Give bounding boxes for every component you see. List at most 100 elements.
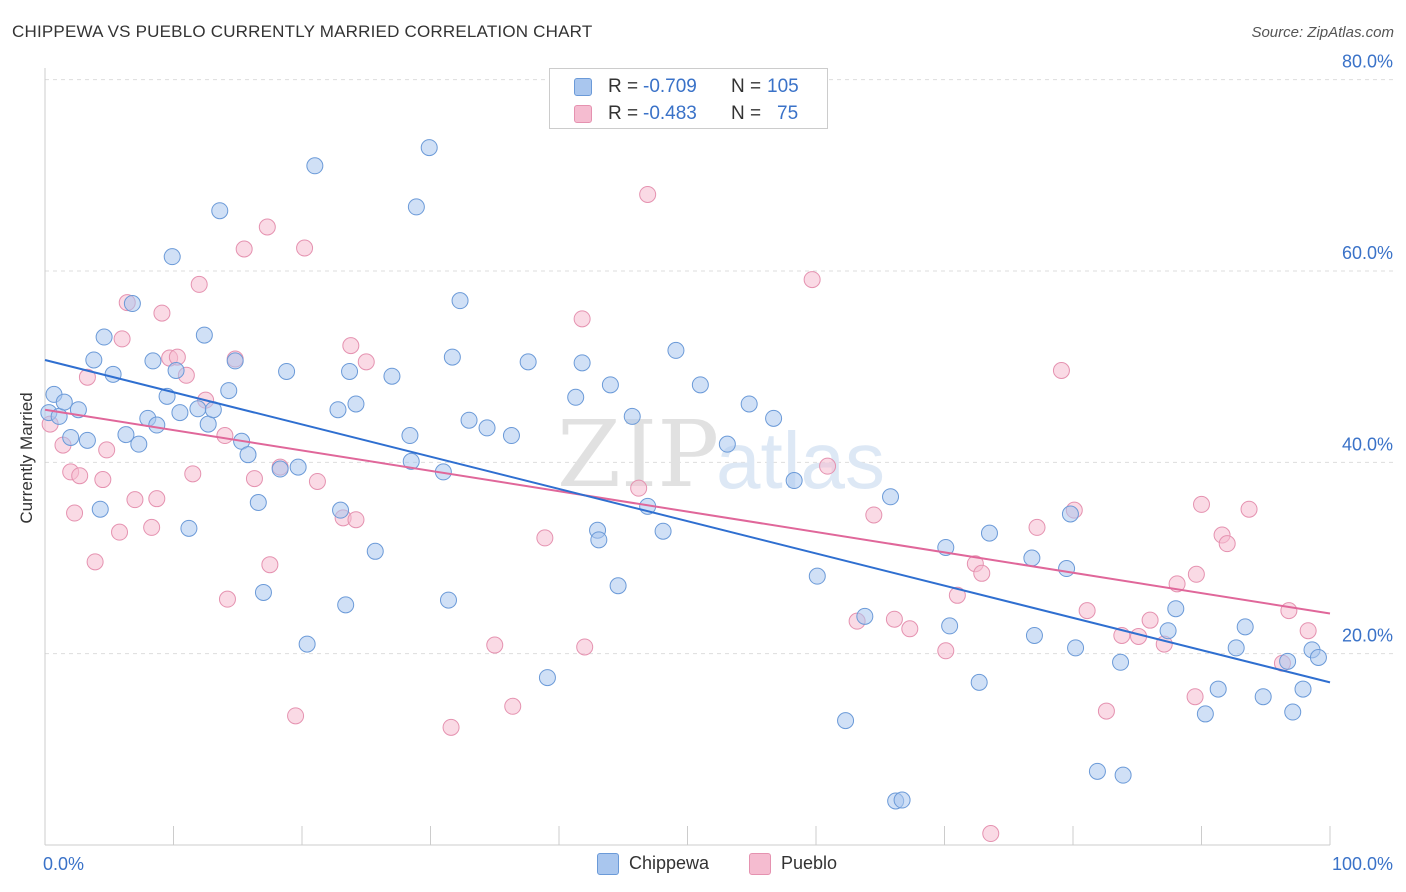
x-tick-label: 100.0% (1332, 854, 1393, 874)
y-tick-label: 20.0% (1342, 626, 1393, 646)
pueblo-point (66, 504, 84, 522)
chippewa-point (1159, 622, 1177, 640)
chippewa-point (609, 577, 627, 595)
pueblo-point (357, 353, 375, 371)
pueblo-point (347, 511, 365, 529)
chippewa-point (573, 354, 591, 372)
pueblo-point (1186, 688, 1204, 706)
legend-box: R = -0.709 N = 105 R = -0.483 N = 75 (549, 68, 828, 129)
bottom-legend-swatch-pueblo (749, 853, 771, 875)
pueblo-point (486, 636, 504, 654)
pueblo-point (71, 467, 89, 485)
chippewa-point (123, 295, 141, 313)
chippewa-point (271, 460, 289, 478)
chippewa-point (654, 522, 672, 540)
chippewa-point (289, 458, 307, 476)
pueblo-point (937, 642, 955, 660)
legend-n-value: 75 (777, 103, 799, 124)
legend-swatch-pueblo (574, 105, 592, 123)
chippewa-point (211, 202, 229, 220)
pueblo-point (1097, 702, 1115, 720)
chippewa-point (1114, 766, 1132, 784)
pueblo-point (287, 707, 305, 725)
chippewa-point (1227, 639, 1245, 657)
chippewa-point (1196, 705, 1214, 723)
pueblo-point (245, 470, 263, 488)
chippewa-point (163, 248, 181, 266)
chart-source: Source: ZipAtlas.com (1251, 24, 1394, 41)
chippewa-point (329, 401, 347, 419)
chippewa-point (623, 407, 641, 425)
chippewa-point (451, 292, 469, 310)
bottom-legend-label-chippewa: Chippewa (629, 853, 710, 873)
chippewa-point (502, 427, 520, 445)
pueblo-point (1028, 518, 1046, 536)
legend-n-value: 105 (767, 76, 799, 97)
chippewa-point (1112, 653, 1130, 671)
chippewa-point (117, 426, 135, 444)
pueblo-point (442, 718, 460, 736)
chippewa-point (970, 673, 988, 691)
chippewa-point (180, 519, 198, 537)
chippewa-point (1209, 680, 1227, 698)
chippewa-point (1058, 560, 1076, 578)
chippewa-point (667, 341, 685, 359)
pueblo-trend-line (44, 408, 1331, 615)
chippewa-point (85, 351, 103, 369)
chippewa-point (167, 361, 185, 379)
chippewa-point (980, 524, 998, 542)
chippewa-point (278, 362, 296, 380)
bottom-legend-label-pueblo: Pueblo (781, 853, 838, 873)
pueblo-point (113, 330, 131, 348)
chippewa-point (195, 326, 213, 344)
watermark: ZIP atlas (557, 401, 885, 508)
pueblo-point (504, 697, 522, 715)
pueblo-point (111, 523, 129, 541)
chippewa-point (1254, 688, 1272, 706)
chippewa-point (78, 431, 96, 449)
legend-r-value: -0.709 (643, 76, 697, 97)
pueblo-point (573, 310, 591, 328)
chippewa-point (460, 411, 478, 429)
chippewa-point (740, 395, 758, 413)
pueblo-point (630, 479, 648, 497)
legend-r-value: -0.483 (643, 103, 697, 124)
chippewa-point (1088, 762, 1106, 780)
legend-n-label: N = (731, 103, 762, 124)
axis-layer (44, 68, 1331, 846)
chart-title: CHIPPEWA VS PUEBLO CURRENTLY MARRIED COR… (12, 22, 593, 41)
pueblo-point (1052, 361, 1070, 379)
chippewa-point (104, 365, 122, 383)
chippewa-point (601, 376, 619, 394)
pueblo-point (639, 185, 657, 203)
chippewa-point (171, 404, 189, 422)
pueblo-point (218, 590, 236, 608)
chippewa-point (941, 617, 959, 635)
chippewa-point (249, 494, 267, 512)
chippewa-point (785, 472, 803, 490)
legend-swatch-chippewa (574, 78, 592, 96)
pueblo-point (973, 564, 991, 582)
chippewa-point (239, 446, 257, 464)
chippewa-point (148, 416, 166, 434)
chippewa-point (1236, 618, 1254, 636)
chippewa-point (226, 352, 244, 370)
chippewa-point (144, 352, 162, 370)
trend-layer (44, 359, 1331, 684)
chippewa-point (91, 500, 109, 518)
chippewa-point (1061, 505, 1079, 523)
chippewa-point (254, 583, 272, 601)
chippewa-point (62, 428, 80, 446)
chippewa-point (199, 415, 217, 433)
x-tick-label: 0.0% (43, 854, 84, 874)
chippewa-point (298, 635, 316, 653)
pueblo-point (143, 518, 161, 536)
pueblo-point (153, 304, 171, 322)
chippewa-point (538, 669, 556, 687)
tick-label-layer: 20.0% 40.0% 60.0% 80.0% 0.0% 100.0% (43, 52, 1393, 874)
chippewa-point (347, 395, 365, 413)
chippewa-point (95, 328, 113, 346)
chippewa-point (306, 157, 324, 175)
legend-n-label: N = (731, 76, 762, 97)
